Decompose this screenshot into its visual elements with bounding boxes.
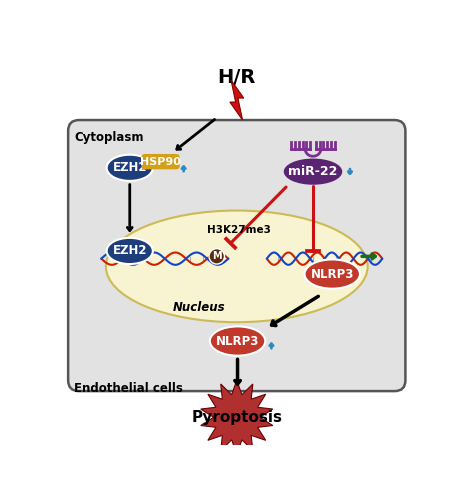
Polygon shape: [230, 80, 244, 120]
Text: NLRP3: NLRP3: [310, 268, 354, 280]
FancyBboxPatch shape: [141, 154, 180, 170]
FancyBboxPatch shape: [68, 120, 406, 391]
Ellipse shape: [107, 154, 153, 181]
Text: Endothelial cells: Endothelial cells: [74, 382, 183, 395]
Text: Cytoplasm: Cytoplasm: [74, 131, 144, 144]
Text: M: M: [212, 252, 222, 262]
Ellipse shape: [107, 238, 153, 264]
Polygon shape: [201, 380, 273, 454]
Text: H3K27me3: H3K27me3: [207, 225, 271, 235]
Text: HSP90: HSP90: [140, 156, 181, 166]
Ellipse shape: [304, 260, 360, 288]
Text: H/R: H/R: [218, 68, 256, 86]
Text: Pyroptosis: Pyroptosis: [191, 410, 282, 425]
Text: EZH2: EZH2: [112, 244, 147, 258]
Text: EZH2: EZH2: [112, 162, 147, 174]
Ellipse shape: [106, 210, 368, 322]
Text: Nucleus: Nucleus: [173, 301, 225, 314]
Ellipse shape: [284, 158, 342, 184]
Circle shape: [209, 248, 225, 264]
Ellipse shape: [210, 326, 265, 356]
Text: NLRP3: NLRP3: [216, 334, 259, 347]
Text: miR-22: miR-22: [288, 165, 338, 178]
